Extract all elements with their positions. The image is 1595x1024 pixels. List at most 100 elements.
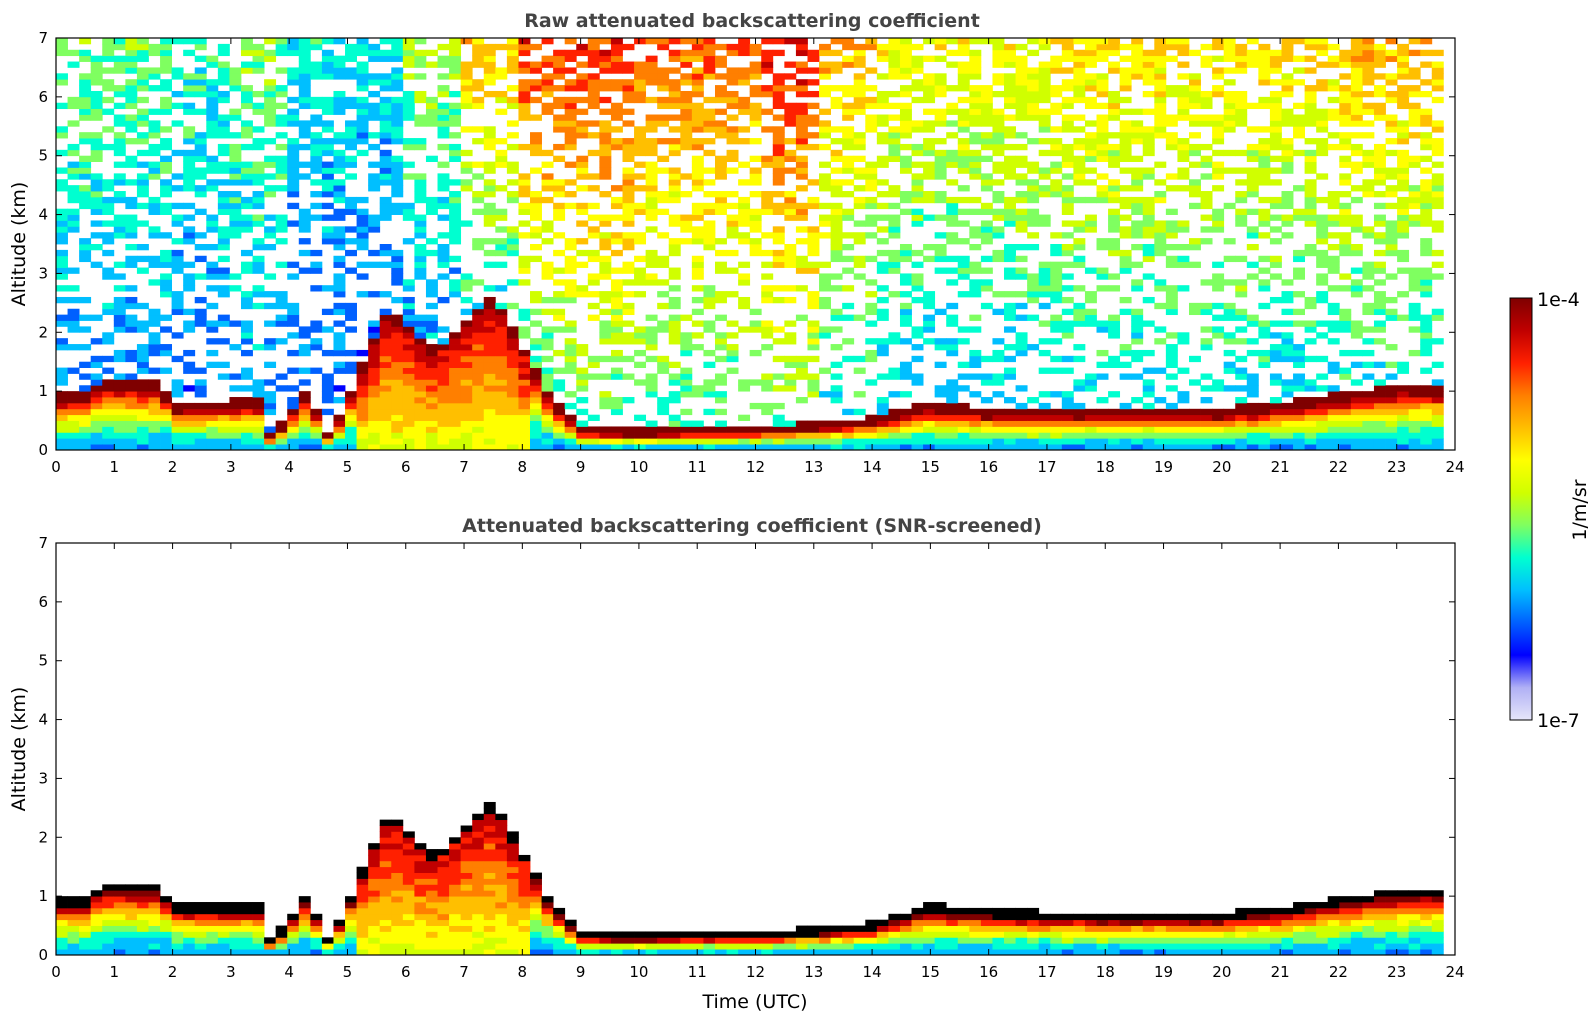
- heatmap-cell: [576, 285, 588, 291]
- heatmap-cell: [1305, 167, 1317, 173]
- heatmap-cell: [1073, 432, 1085, 438]
- heatmap-cell: [1073, 167, 1085, 173]
- heatmap-cell: [125, 256, 137, 262]
- heatmap-cell: [264, 338, 276, 344]
- heatmap-cell: [1108, 115, 1120, 121]
- heatmap-cell: [1120, 432, 1132, 438]
- heatmap-cell: [1201, 191, 1213, 197]
- heatmap-cell: [368, 79, 380, 85]
- heatmap-cell: [727, 150, 739, 156]
- heatmap-cell: [703, 303, 715, 309]
- heatmap-cell: [1212, 85, 1224, 91]
- heatmap-cell: [1258, 173, 1270, 179]
- heatmap-cell: [1351, 150, 1363, 156]
- heatmap-cell: [1316, 220, 1328, 226]
- heatmap-cell: [1027, 273, 1039, 279]
- heatmap-cell: [842, 421, 854, 427]
- heatmap-cell: [657, 321, 669, 327]
- heatmap-cell: [888, 126, 900, 132]
- heatmap-cell: [472, 173, 484, 179]
- heatmap-cell: [842, 132, 854, 138]
- heatmap-cell: [773, 91, 785, 97]
- heatmap-cell: [1362, 303, 1374, 309]
- heatmap-cell: [542, 173, 554, 179]
- heatmap-cell: [391, 126, 403, 132]
- heatmap-cell: [1177, 85, 1189, 91]
- heatmap-cell: [414, 262, 426, 268]
- heatmap-cell: [646, 421, 658, 427]
- heatmap-cell: [472, 191, 484, 197]
- heatmap-cell: [530, 403, 542, 409]
- heatmap-cell: [368, 162, 380, 168]
- heatmap-cell: [449, 421, 461, 427]
- heatmap-cell: [865, 173, 877, 179]
- heatmap-cell: [611, 321, 623, 327]
- heatmap-cell: [888, 103, 900, 109]
- heatmap-cell: [923, 197, 935, 203]
- heatmap-cell: [1339, 115, 1351, 121]
- heatmap-cell: [796, 203, 808, 209]
- heatmap-cell: [703, 379, 715, 385]
- heatmap-cell: [391, 162, 403, 168]
- heatmap-cell: [495, 326, 507, 332]
- heatmap-cell: [114, 62, 126, 68]
- heatmap-cell: [1050, 297, 1062, 303]
- heatmap-cell: [91, 220, 103, 226]
- heatmap-cell: [495, 368, 507, 374]
- heatmap-cell: [1212, 326, 1224, 332]
- heatmap-cell: [634, 332, 646, 338]
- heatmap-cell: [969, 97, 981, 103]
- heatmap-cell: [1351, 44, 1363, 50]
- heatmap-cell: [842, 156, 854, 162]
- heatmap-cell: [472, 332, 484, 338]
- heatmap-cell: [1131, 179, 1143, 185]
- heatmap-cell: [542, 273, 554, 279]
- heatmap-cell: [1258, 62, 1270, 68]
- heatmap-cell: [241, 144, 253, 150]
- heatmap-cell: [218, 415, 230, 421]
- heatmap-cell: [1131, 156, 1143, 162]
- heatmap-cell: [357, 391, 369, 397]
- heatmap-cell: [68, 409, 80, 415]
- heatmap-cell: [218, 421, 230, 427]
- heatmap-cell: [692, 256, 704, 262]
- heatmap-cell: [1293, 56, 1305, 62]
- heatmap-cell: [1374, 397, 1386, 403]
- heatmap-cell: [969, 56, 981, 62]
- heatmap-cell: [1409, 91, 1421, 97]
- heatmap-cell: [518, 268, 530, 274]
- heatmap-cell: [599, 85, 611, 91]
- heatmap-cell: [576, 373, 588, 379]
- heatmap-cell: [1224, 315, 1236, 321]
- heatmap-cell: [357, 103, 369, 109]
- heatmap-cell: [148, 162, 160, 168]
- heatmap-cell: [403, 362, 415, 368]
- heatmap-cell: [357, 97, 369, 103]
- heatmap-cell: [1120, 185, 1132, 191]
- heatmap-cell: [1420, 156, 1432, 162]
- heatmap-cell: [56, 220, 68, 226]
- heatmap-cell: [1305, 67, 1317, 73]
- heatmap-cell: [1062, 285, 1074, 291]
- heatmap-cell: [611, 56, 623, 62]
- heatmap-cell: [796, 120, 808, 126]
- heatmap-cell: [1224, 97, 1236, 103]
- heatmap-cell: [900, 156, 912, 162]
- heatmap-cell: [91, 62, 103, 68]
- heatmap-cell: [842, 409, 854, 415]
- heatmap-cell: [56, 432, 68, 438]
- heatmap-cell: [310, 38, 322, 44]
- heatmap-cell: [380, 173, 392, 179]
- heatmap-cell: [68, 197, 80, 203]
- heatmap-cell: [495, 97, 507, 103]
- heatmap-cell: [1097, 238, 1109, 244]
- heatmap-cell: [183, 215, 195, 221]
- heatmap-cell: [1420, 403, 1432, 409]
- heatmap-cell: [1397, 185, 1409, 191]
- heatmap-cell: [1397, 220, 1409, 226]
- heatmap-cell: [484, 303, 496, 309]
- heatmap-cell: [357, 126, 369, 132]
- heatmap-cell: [588, 426, 600, 432]
- heatmap-cell: [56, 215, 68, 221]
- heatmap-cell: [1420, 238, 1432, 244]
